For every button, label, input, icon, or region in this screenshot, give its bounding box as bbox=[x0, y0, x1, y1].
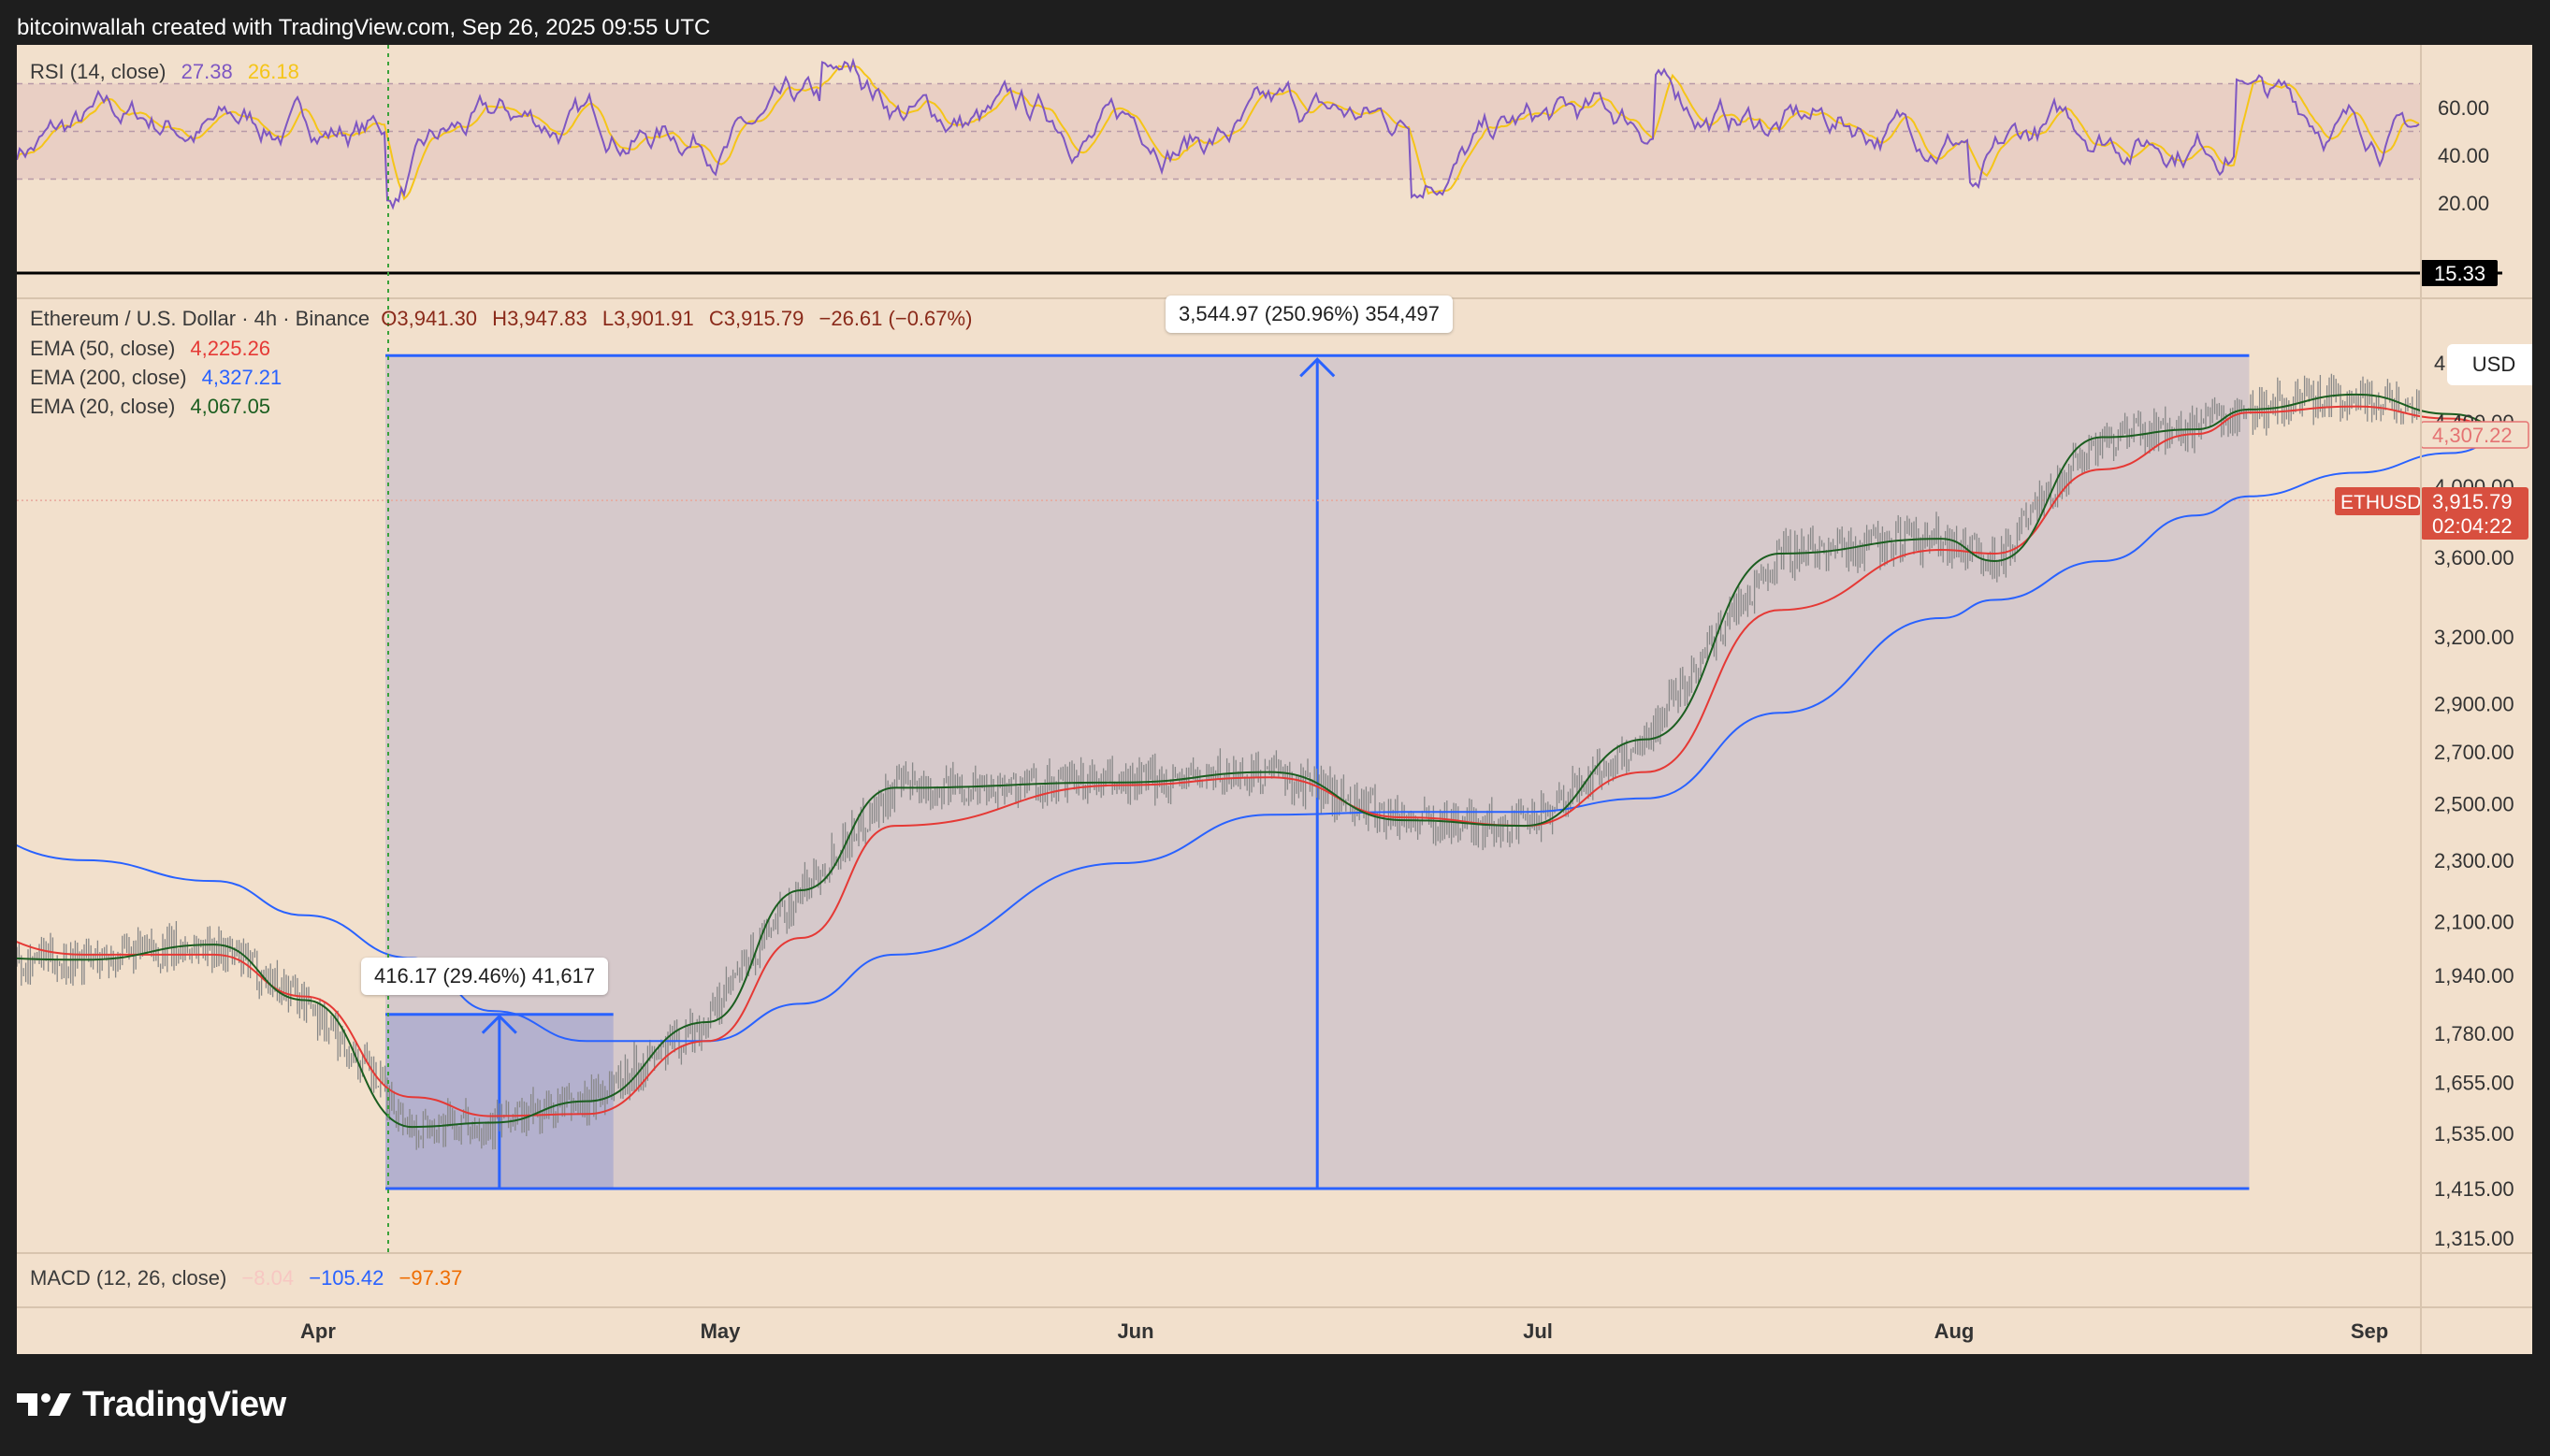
ohlc-close: 3,915.79 bbox=[723, 307, 804, 330]
rsi-pane bbox=[17, 57, 2502, 275]
ema50-name: EMA (50, close) bbox=[30, 337, 176, 360]
measure-arrowhead-big bbox=[1299, 357, 1336, 378]
chart-svg: 100.0060.0040.0020.0015.334,800.004,400.… bbox=[17, 45, 2532, 1354]
rsi-legend-value: 27.38 bbox=[181, 60, 233, 83]
ema20-line bbox=[17, 393, 2518, 1129]
time-axis-label-sep: Sep bbox=[2351, 1319, 2388, 1343]
measure-arrowhead-small bbox=[481, 1014, 517, 1034]
symbol-legend[interactable]: Ethereum / U.S. Dollar · 4h · Binance O3… bbox=[30, 307, 972, 331]
rsi-legend-name: RSI (14, close) bbox=[30, 60, 167, 83]
ohlc-close-label: C bbox=[708, 307, 724, 330]
macd-hist-value: −8.04 bbox=[241, 1266, 295, 1290]
symbol-tag-label: ETHUSD bbox=[2340, 492, 2421, 513]
ema50-value: 4,225.26 bbox=[190, 337, 271, 360]
chart-frame: 100.0060.0040.0020.0015.334,800.004,400.… bbox=[17, 45, 2532, 1354]
price-tick-label: 2,300.00 bbox=[2434, 849, 2514, 872]
rsi-current-tag bbox=[2421, 260, 2498, 286]
price-tick-label: 3,200.00 bbox=[2434, 626, 2514, 649]
price-tick-label: 2,700.00 bbox=[2434, 741, 2514, 764]
ema200-name: EMA (200, close) bbox=[30, 366, 187, 389]
ohlc-high: 3,947.83 bbox=[507, 307, 587, 330]
price-tick-label: 2,100.00 bbox=[2434, 911, 2514, 934]
price-tick-label: 1,415.00 bbox=[2434, 1177, 2514, 1201]
ema50-line bbox=[17, 405, 2518, 1117]
ohlc-change: −26.61 (−0.67%) bbox=[819, 307, 973, 330]
rsi-tick-label: 20.00 bbox=[2438, 192, 2489, 215]
currency-button[interactable]: USD bbox=[2447, 344, 2532, 385]
ema20-legend[interactable]: EMA (20, close) 4,067.05 bbox=[30, 395, 270, 419]
ema200-value: 4,327.21 bbox=[201, 366, 283, 389]
ema20-value: 4,067.05 bbox=[190, 395, 271, 418]
symbol-tag bbox=[2335, 487, 2421, 515]
ema200-legend[interactable]: EMA (200, close) 4,327.21 bbox=[30, 366, 282, 390]
price-axis: 100.0060.0040.0020.0015.334,800.004,400.… bbox=[300, 96, 2529, 1343]
tradingview-brand: TradingView bbox=[82, 1384, 286, 1424]
rsi-legend-ma-value: 26.18 bbox=[247, 60, 299, 83]
rsi-legend[interactable]: RSI (14, close) 27.38 26.18 bbox=[30, 60, 299, 84]
price-tick-label: 1,780.00 bbox=[2434, 1022, 2514, 1045]
ohlc-high-label: H bbox=[492, 307, 508, 330]
tradingview-logo-icon bbox=[17, 1393, 71, 1416]
measure-label-big[interactable]: 3,544.97 (250.96%) 354,497 bbox=[1166, 296, 1453, 333]
price-tag-value: 3,915.79 bbox=[2432, 490, 2513, 513]
chart-header: bitcoinwallah created with TradingView.c… bbox=[17, 15, 711, 40]
ohlc-open-label: O bbox=[381, 307, 398, 330]
rsi-tick-label: 40.00 bbox=[2438, 144, 2489, 167]
price-tick-label: 1,940.00 bbox=[2434, 964, 2514, 987]
price-tick-label: 1,655.00 bbox=[2434, 1072, 2514, 1095]
ema200-line bbox=[17, 431, 2518, 1043]
price-tick-label: 2,900.00 bbox=[2434, 692, 2514, 715]
time-axis-label-jul: Jul bbox=[1523, 1319, 1553, 1343]
price-tag-countdown: 02:04:22 bbox=[2432, 514, 2513, 538]
time-axis-label-jun: Jun bbox=[1117, 1319, 1153, 1343]
symbol-title: Ethereum / U.S. Dollar · 4h · Binance bbox=[30, 307, 370, 330]
time-axis-label-may: May bbox=[701, 1319, 742, 1343]
ema-price-tag-label: 4,307.22 bbox=[2432, 424, 2513, 447]
rsi-ma-line bbox=[17, 65, 2420, 201]
price-tick-label: 1,315.00 bbox=[2434, 1227, 2514, 1250]
macd-value: −105.42 bbox=[309, 1266, 384, 1290]
macd-signal-value: −97.37 bbox=[398, 1266, 463, 1290]
ohlc-open: 3,941.30 bbox=[397, 307, 478, 330]
ohlc-low: 3,901.91 bbox=[614, 307, 694, 330]
macd-legend[interactable]: MACD (12, 26, close) −8.04 −105.42 −97.3… bbox=[30, 1266, 462, 1290]
tradingview-logo[interactable]: TradingView bbox=[17, 1377, 286, 1433]
macd-name: MACD (12, 26, close) bbox=[30, 1266, 227, 1290]
time-axis-label-apr: Apr bbox=[300, 1319, 336, 1343]
ema50-legend[interactable]: EMA (50, close) 4,225.26 bbox=[30, 337, 270, 361]
rsi-tick-label: 60.00 bbox=[2438, 96, 2489, 120]
price-tick-label: 1,535.00 bbox=[2434, 1122, 2514, 1146]
measure-label-small[interactable]: 416.17 (29.46%) 41,617 bbox=[361, 958, 609, 995]
ohlc-low-label: L bbox=[601, 307, 615, 330]
price-tick-label: 3,600.00 bbox=[2434, 546, 2514, 569]
rsi-line bbox=[17, 57, 2420, 210]
rsi-current-tag-label: 15.33 bbox=[2434, 262, 2485, 285]
time-axis-label-aug: Aug bbox=[1934, 1319, 1975, 1343]
main-price-pane bbox=[17, 353, 2518, 1190]
price-tick-label: 2,500.00 bbox=[2434, 793, 2514, 816]
price-tag bbox=[2421, 487, 2528, 540]
ema20-name: EMA (20, close) bbox=[30, 395, 176, 418]
